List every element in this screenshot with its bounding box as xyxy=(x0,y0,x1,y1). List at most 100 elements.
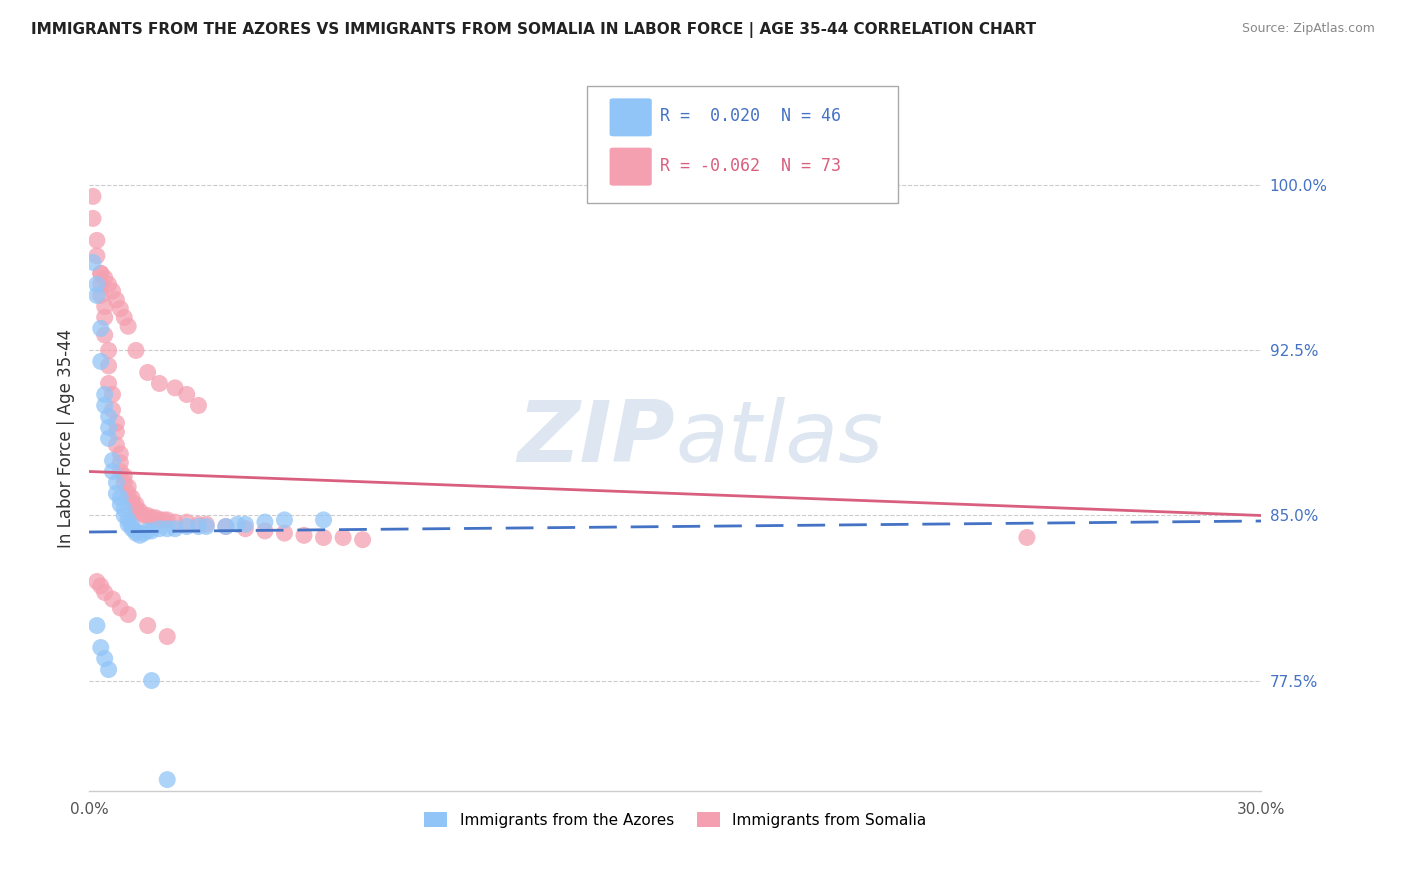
Point xyxy=(110,301,132,316)
Point xyxy=(105,486,128,500)
Point xyxy=(86,618,108,632)
Point xyxy=(226,517,249,532)
Text: ZIP: ZIP xyxy=(517,397,675,480)
Point xyxy=(352,533,374,547)
Point xyxy=(125,502,148,516)
Point xyxy=(117,480,139,494)
Point xyxy=(90,640,112,655)
Point xyxy=(187,399,209,413)
Point xyxy=(156,772,179,787)
Point xyxy=(187,519,209,533)
Point xyxy=(312,513,335,527)
Point xyxy=(97,343,120,358)
Point xyxy=(235,522,257,536)
Point xyxy=(148,522,170,536)
Point xyxy=(121,522,143,536)
Point xyxy=(156,522,179,536)
Point xyxy=(125,526,148,541)
Point xyxy=(93,310,115,325)
Point xyxy=(97,420,120,434)
Point xyxy=(97,277,120,292)
Point xyxy=(176,387,198,401)
Point xyxy=(105,425,128,439)
Point xyxy=(110,465,132,479)
Point xyxy=(273,513,295,527)
Point xyxy=(117,513,139,527)
Point xyxy=(86,288,108,302)
Point xyxy=(312,531,335,545)
Point xyxy=(90,354,112,368)
Point xyxy=(187,517,209,532)
Point xyxy=(110,491,132,505)
Point xyxy=(152,513,174,527)
Point xyxy=(110,456,132,470)
Point xyxy=(90,277,112,292)
Text: N = 73: N = 73 xyxy=(780,157,841,175)
Point xyxy=(163,515,186,529)
Point xyxy=(128,504,150,518)
Point xyxy=(117,319,139,334)
Point xyxy=(112,310,135,325)
Point xyxy=(121,491,143,505)
Point xyxy=(132,526,155,541)
Point xyxy=(93,270,115,285)
Point xyxy=(97,359,120,373)
FancyBboxPatch shape xyxy=(610,148,652,186)
Point xyxy=(145,510,167,524)
Point xyxy=(110,498,132,512)
Point xyxy=(112,508,135,523)
Point xyxy=(93,387,115,401)
Point xyxy=(97,663,120,677)
Point xyxy=(121,519,143,533)
Point xyxy=(101,592,124,607)
Point xyxy=(156,630,179,644)
Text: IMMIGRANTS FROM THE AZORES VS IMMIGRANTS FROM SOMALIA IN LABOR FORCE | AGE 35-44: IMMIGRANTS FROM THE AZORES VS IMMIGRANTS… xyxy=(31,22,1036,38)
Point xyxy=(93,399,115,413)
Point xyxy=(112,469,135,483)
Point xyxy=(90,321,112,335)
Text: R = -0.062: R = -0.062 xyxy=(659,157,761,175)
Point xyxy=(112,502,135,516)
Text: R =  0.020: R = 0.020 xyxy=(659,108,761,126)
Point xyxy=(82,255,104,269)
Point xyxy=(86,234,108,248)
Point xyxy=(136,524,159,538)
Point xyxy=(332,531,354,545)
Point xyxy=(93,585,115,599)
Point xyxy=(86,249,108,263)
Point xyxy=(273,526,295,541)
Point xyxy=(128,506,150,520)
Point xyxy=(136,508,159,523)
Point xyxy=(136,618,159,632)
Point xyxy=(141,524,163,538)
Legend: Immigrants from the Azores, Immigrants from Somalia: Immigrants from the Azores, Immigrants f… xyxy=(418,805,932,834)
Point xyxy=(148,376,170,391)
Text: Source: ZipAtlas.com: Source: ZipAtlas.com xyxy=(1241,22,1375,36)
Point xyxy=(93,328,115,343)
FancyBboxPatch shape xyxy=(610,98,652,136)
Text: atlas: atlas xyxy=(675,397,883,480)
Point xyxy=(112,475,135,490)
Point xyxy=(156,513,179,527)
Point xyxy=(82,211,104,226)
Point xyxy=(90,267,112,281)
Point xyxy=(110,447,132,461)
Point xyxy=(105,438,128,452)
Point xyxy=(176,519,198,533)
Point xyxy=(117,486,139,500)
Point xyxy=(215,519,238,533)
Point xyxy=(136,366,159,380)
Point xyxy=(125,343,148,358)
Point xyxy=(97,432,120,446)
Point xyxy=(93,651,115,665)
Point xyxy=(121,495,143,509)
Point xyxy=(195,519,218,533)
Point xyxy=(101,284,124,298)
Point xyxy=(93,300,115,314)
Point xyxy=(176,515,198,529)
Point xyxy=(97,376,120,391)
Point xyxy=(97,409,120,424)
Point xyxy=(82,189,104,203)
Point xyxy=(110,601,132,615)
Point xyxy=(148,513,170,527)
